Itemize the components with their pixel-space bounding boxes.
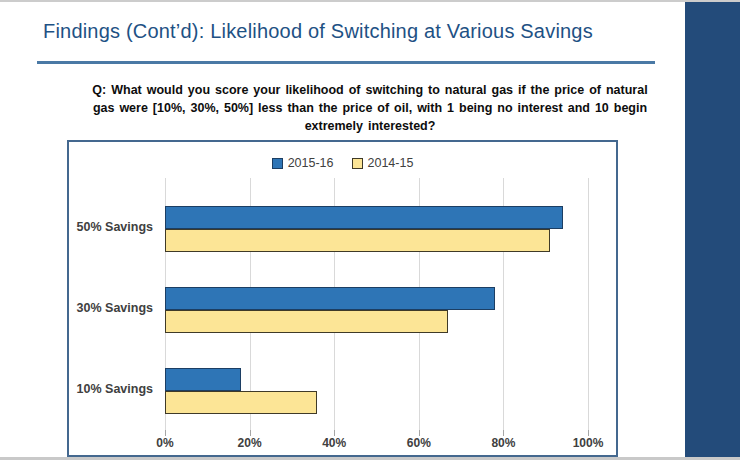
x-axis-tick-label: 40% [322,436,346,450]
survey-question-text: Q: What would you score your likelihood … [90,82,650,135]
x-axis-tick-label: 0% [156,436,173,450]
x-axis-tick-label: 20% [238,436,262,450]
bar-2015-16-10%-savings [165,368,241,391]
x-axis-tick-label: 80% [491,436,515,450]
x-axis-tick-label: 60% [407,436,431,450]
category-label: 30% Savings [69,301,153,315]
category-label: 50% Savings [69,220,153,234]
bar-2014-15-50%-savings [165,229,550,252]
x-axis-tick-label: 100% [573,436,604,450]
title-underline-rule [37,61,655,64]
bar-chart: 2015-16 2014-15 0%20%40%60%80%100%50% Sa… [67,140,618,457]
slide-accent-band [685,2,740,457]
bar-2015-16-30%-savings [165,287,495,310]
gridline [588,178,589,430]
bar-2014-15-10%-savings [165,391,317,414]
bar-2014-15-30%-savings [165,310,448,333]
chart-plot-area: 0% 20% 40% 60% 80% 100% 50% Savings 30% Savings… [69,142,616,455]
bar-2015-16-50%-savings [165,206,563,229]
presentation-slide: Findings (Cont’d): Likelihood of Switchi… [0,0,740,460]
slide-title: Findings (Cont’d): Likelihood of Switchi… [43,20,663,43]
category-label: 10% Savings [69,382,153,396]
